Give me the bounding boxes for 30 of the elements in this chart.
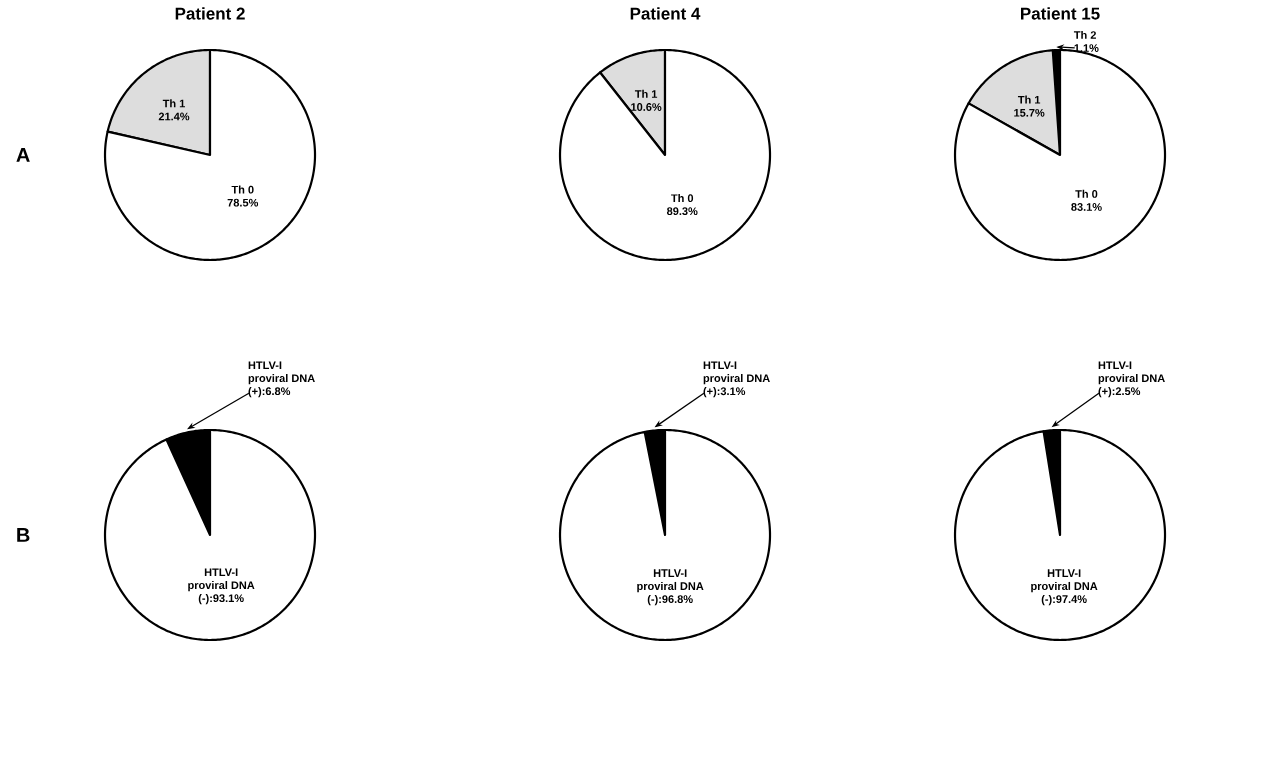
data-label: (-):96.8% [647, 594, 693, 606]
text: B [17, 528, 30, 542]
data-label: (-):93.1% [198, 594, 244, 605]
data-label: (-):97.4% [1041, 594, 1087, 606]
chart-title: Patient 4 [630, 7, 701, 20]
chart-title: Patient 2 [175, 7, 245, 20]
slice-label: Th 0 [1075, 189, 1098, 198]
slice-label: HTLV-I proviral DNA [1098, 361, 1165, 385]
slice-label: HTLV-I proviral DNA [188, 568, 255, 592]
chart-title: Patient 15 [1021, 7, 1100, 20]
slice-label: HTLV-I proviral DNA [1031, 569, 1098, 593]
data-label: (+):3.1% [703, 387, 746, 398]
data-label: 21.4% [158, 112, 190, 121]
slice-label: Th 1 [634, 89, 658, 98]
data-label: 78.5% [227, 198, 259, 207]
slice-label: Th 1 [162, 99, 185, 108]
text: A [16, 148, 30, 162]
data-label: 15.7% [1014, 108, 1045, 117]
data-label: 10.6% [631, 103, 662, 111]
slice-label: Th 0 [231, 185, 254, 194]
slice-label: Th 0 [671, 193, 694, 203]
slice-label: HTLV-I proviral DNA [637, 569, 704, 593]
slice-label: HTLV-I proviral DNA [248, 361, 315, 385]
data-label: 89.3% [666, 207, 698, 216]
slice-label: Th 2 [1073, 30, 1096, 39]
data-label: (+):2.5% [1098, 387, 1141, 398]
slice-label: Th 1 [1017, 95, 1041, 104]
slice-label: HTLV-I proviral DNA [703, 361, 770, 385]
data-label: 83.1% [1071, 203, 1102, 211]
data-label: (+):6.8% [248, 387, 291, 398]
